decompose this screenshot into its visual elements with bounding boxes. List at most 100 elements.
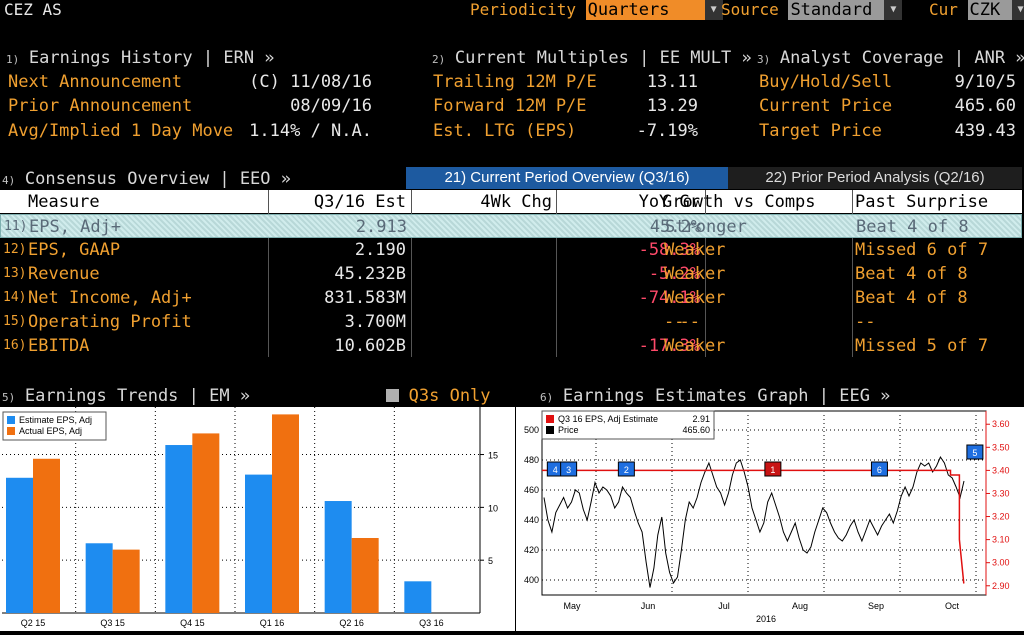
chevron-down-icon[interactable]: ▼ bbox=[1011, 0, 1024, 20]
table-header: Measure Q3/16 Est 4Wk Chg YoY Gr Growth … bbox=[0, 190, 1022, 213]
row-measure: Net Income, Adj+ bbox=[28, 288, 192, 308]
column-divider bbox=[705, 190, 706, 357]
chevron-down-icon[interactable]: ▼ bbox=[884, 0, 903, 20]
ac-value-1: 9/10/5 bbox=[954, 72, 1016, 92]
row-past-surprise: Beat 4 of 8 bbox=[855, 288, 968, 308]
row-past-surprise: -- bbox=[855, 312, 876, 332]
x-tick-label: Jul bbox=[718, 601, 730, 611]
table-row[interactable]: 12) EPS, GAAP 2.190 -58.3% Weaker Missed 6 of… bbox=[0, 238, 1020, 260]
row-past-surprise: Beat 4 of 8 bbox=[856, 217, 969, 237]
current-multiples-title[interactable]: Current Multiples | EE MULT » bbox=[454, 48, 752, 68]
earnings-history-title[interactable]: Earnings History | ERN » bbox=[28, 48, 275, 68]
currency-select[interactable]: CZK bbox=[967, 0, 1012, 20]
eh-label-3: Avg/Implied 1 Day Move bbox=[8, 121, 234, 141]
analyst-coverage-title[interactable]: Analyst Coverage | ANR » bbox=[779, 48, 1024, 68]
earnings-trends-title[interactable]: Earnings Trends | EM » bbox=[24, 386, 251, 406]
section-number: 2) bbox=[432, 53, 446, 66]
col-header-yoy[interactable]: YoY Gr bbox=[638, 192, 700, 212]
left-tick-label: 480 bbox=[524, 455, 539, 465]
ac-value-2: 465.60 bbox=[954, 96, 1016, 116]
col-header-measure[interactable]: Measure bbox=[28, 192, 100, 212]
left-tick-label: 420 bbox=[524, 545, 539, 555]
estimates-line-svg: 400 420 440 460 480 500 2.90 3.00 3.10 3.20 3.30 3.… bbox=[524, 410, 1010, 624]
row-growth-vs-comps: Weaker bbox=[664, 264, 726, 284]
row-number: 15) bbox=[3, 314, 27, 329]
consensus-header[interactable]: 4) Consensus Overview | EEO » bbox=[2, 169, 291, 189]
bar-actual bbox=[351, 537, 379, 613]
table-row[interactable]: 14) Net Income, Adj+ 831.583M -74.1% Weaker B… bbox=[0, 286, 1020, 308]
earnings-trends-header[interactable]: 5) Earnings Trends | EM » bbox=[2, 386, 250, 406]
table-row[interactable]: 13) Revenue 45.232B -5.2% Weaker Beat 4 of 8 bbox=[0, 262, 1020, 284]
table-row[interactable]: 15) Operating Profit 3.700M -- -- -- bbox=[0, 310, 1020, 332]
section-number: 3) bbox=[757, 53, 771, 66]
x-tick-label: Q2 15 bbox=[21, 618, 46, 628]
right-tick-label: 3.50 bbox=[992, 442, 1010, 452]
legend-value: 465.60 bbox=[682, 425, 710, 435]
periodicity-select[interactable]: Quarters bbox=[585, 0, 705, 20]
event-marker: 6 bbox=[870, 461, 888, 477]
legend-label: Q3 16 EPS, Adj Estimate bbox=[558, 414, 658, 424]
current-multiples-header[interactable]: 2) Current Multiples | EE MULT » bbox=[432, 48, 752, 68]
estimates-graph-header[interactable]: 6) Earnings Estimates Graph | EEG » bbox=[540, 386, 890, 406]
event-box bbox=[764, 461, 782, 477]
cm-label-1: Trailing 12M P/E bbox=[433, 72, 597, 92]
row-growth-vs-comps: Stronger bbox=[665, 217, 747, 237]
table-row[interactable]: 16) EBITDA 10.602B -17.3% Weaker Missed 5 of … bbox=[0, 334, 1020, 356]
right-tick-label: 2.90 bbox=[992, 581, 1010, 591]
event-label: 4 bbox=[553, 465, 558, 475]
legend-swatch bbox=[546, 426, 554, 434]
eh-value-2: 08/09/16 bbox=[290, 96, 372, 116]
estimate-line bbox=[542, 469, 965, 584]
legend-label: Price bbox=[558, 425, 579, 435]
event-label: 6 bbox=[877, 465, 882, 475]
row-estimate: 3.700M bbox=[344, 312, 406, 332]
row-growth-vs-comps: Weaker bbox=[664, 336, 726, 356]
q3s-only-toggle[interactable]: Q3s Only bbox=[386, 386, 491, 406]
col-header-est[interactable]: Q3/16 Est bbox=[313, 192, 406, 212]
event-box bbox=[617, 461, 635, 477]
col-header-growth[interactable]: Growth vs Comps bbox=[662, 192, 816, 212]
right-tick-label: 3.00 bbox=[992, 558, 1010, 568]
left-tick-label: 400 bbox=[524, 575, 539, 585]
estimates-graph-chart: 400 420 440 460 480 500 2.90 3.00 3.10 3.20 3.30 3.… bbox=[516, 407, 1024, 631]
row-measure: EPS, Adj+ bbox=[29, 217, 122, 237]
right-tick-label: 3.30 bbox=[992, 488, 1010, 498]
row-growth-vs-comps: Weaker bbox=[664, 288, 726, 308]
estimates-graph-title[interactable]: Earnings Estimates Graph | EEG » bbox=[562, 386, 891, 406]
row-estimate: 831.583M bbox=[324, 288, 406, 308]
source-select[interactable]: Standard bbox=[788, 0, 885, 20]
bar-actual bbox=[33, 458, 60, 613]
legend-box bbox=[2, 411, 107, 441]
periodicity-control: Periodicity Quarters ▼ bbox=[470, 0, 723, 20]
column-divider bbox=[556, 190, 557, 357]
chevron-down-icon[interactable]: ▼ bbox=[704, 0, 723, 20]
bar-estimate bbox=[245, 474, 272, 613]
row-estimate: 45.232B bbox=[334, 264, 406, 284]
col-header-surprise[interactable]: Past Surprise bbox=[855, 192, 989, 212]
event-marker: 3 bbox=[560, 461, 578, 477]
ticker-title: CEZ AS bbox=[4, 0, 62, 19]
tab-prior-period[interactable]: 22) Prior Period Analysis (Q2/16) bbox=[728, 167, 1022, 189]
earnings-history-header[interactable]: 1) Earnings History | ERN » bbox=[6, 48, 275, 68]
cm-label-3: Est. LTG (EPS) bbox=[433, 121, 577, 141]
legend-label: Estimate EPS, Adj bbox=[19, 415, 92, 425]
table-row[interactable]: 11) EPS, Adj+ 2.913 45.2% Stronger Beat 4 of … bbox=[0, 214, 1022, 238]
event-box bbox=[870, 461, 888, 477]
consensus-title[interactable]: Consensus Overview | EEO » bbox=[24, 169, 291, 189]
section-number: 5) bbox=[2, 391, 16, 404]
chart-legend: Q3 16 EPS, Adj Estimate 2.91 Price 465.60 bbox=[541, 410, 715, 440]
event-marker: 5 bbox=[966, 444, 984, 460]
x-tick-label: Sep bbox=[868, 601, 884, 611]
eh-value-1: (C) 11/08/16 bbox=[249, 72, 372, 92]
right-tick-label: 3.10 bbox=[992, 535, 1010, 545]
row-yoy-growth: -17.3% bbox=[638, 336, 700, 356]
row-growth-vs-comps: -- bbox=[664, 312, 685, 332]
checkbox-icon[interactable] bbox=[386, 389, 399, 402]
col-header-chg[interactable]: 4Wk Chg bbox=[480, 192, 552, 212]
tab-current-period[interactable]: 21) Current Period Overview (Q3/16) bbox=[406, 167, 728, 189]
event-box bbox=[966, 444, 984, 460]
y-tick-label: 10 bbox=[488, 503, 498, 513]
analyst-coverage-header[interactable]: 3) Analyst Coverage | ANR » bbox=[757, 48, 1024, 68]
x-tick-label: Q3 15 bbox=[100, 618, 125, 628]
bar-actual bbox=[272, 414, 299, 613]
